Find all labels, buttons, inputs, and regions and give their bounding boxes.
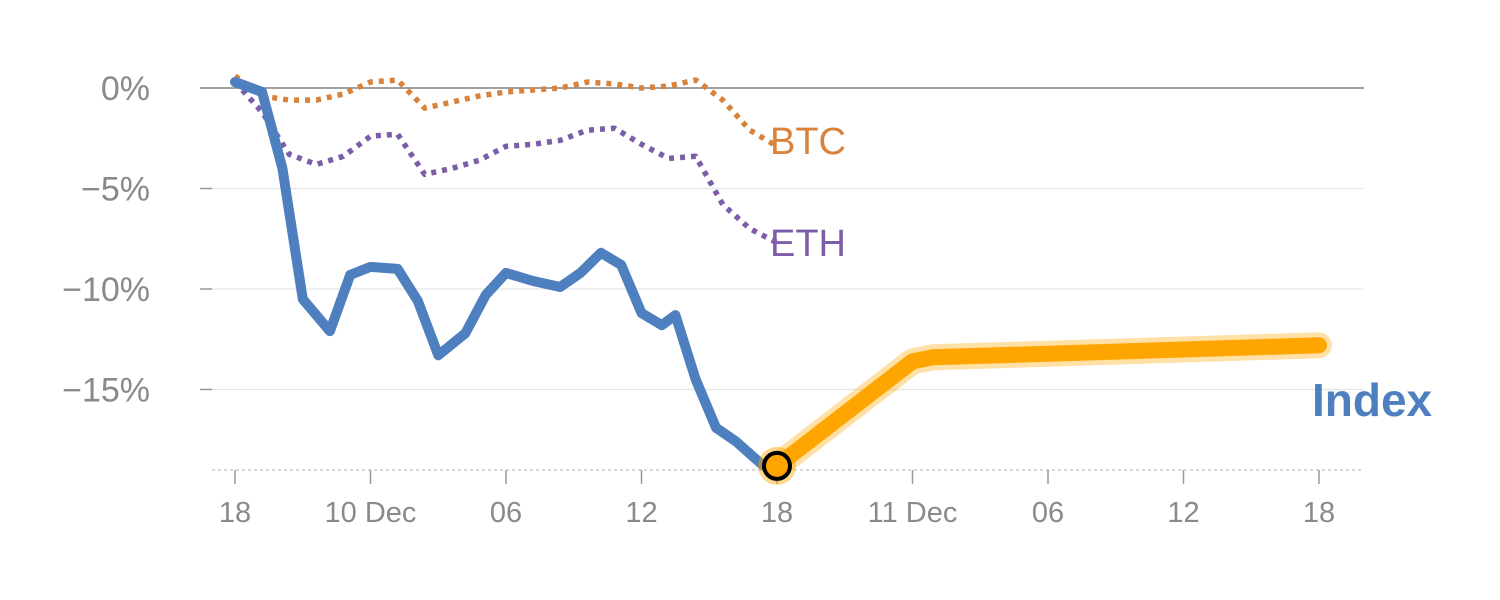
y-tick-label: 0%	[101, 70, 150, 108]
y-tick-label: −5%	[81, 171, 150, 209]
x-tick-label: 18	[1303, 497, 1335, 529]
x-tick-label: 12	[625, 497, 657, 529]
x-axis: 18 10 Dec 06 12 18 11 Dec 06 12 18	[212, 469, 1364, 529]
eth-series-label: ETH	[770, 223, 846, 265]
x-tick-label: 11 Dec	[868, 497, 958, 529]
grid-lines	[200, 87, 1364, 391]
projection-line	[769, 337, 1327, 474]
current-value-marker	[762, 450, 792, 481]
y-tick-label: −15%	[62, 372, 150, 410]
x-tick-label: 10 Dec	[325, 497, 417, 529]
index-series-label: Index	[1312, 374, 1433, 426]
y-axis: 0% −5% −10% −15%	[62, 70, 150, 410]
x-tick-label: 18	[219, 497, 251, 529]
x-tick-label: 06	[490, 497, 522, 529]
x-tick-label: 06	[1032, 497, 1064, 529]
y-tick-label: −10%	[62, 271, 150, 309]
x-tick-label: 12	[1167, 497, 1199, 529]
x-tick-label: 18	[761, 497, 793, 529]
eth-series-line	[232, 80, 779, 246]
plot-area	[230, 73, 1332, 485]
btc-series-label: BTC	[770, 121, 846, 163]
index-series-line	[230, 77, 782, 471]
btc-series-line	[233, 73, 779, 149]
